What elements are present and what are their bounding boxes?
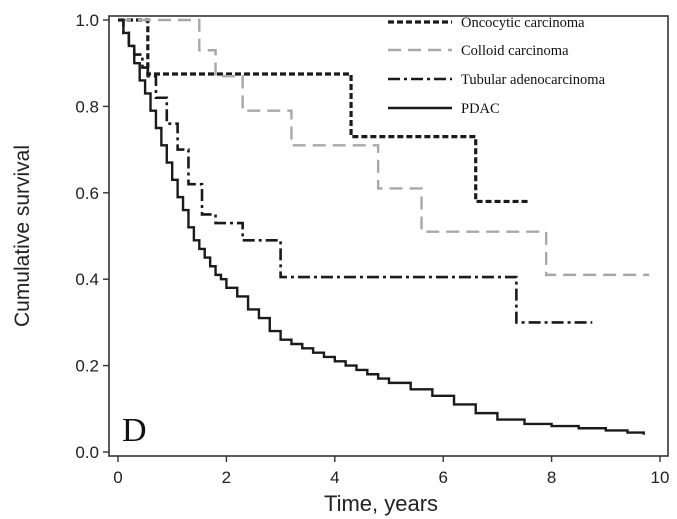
x-tick-label: 4 <box>330 468 339 487</box>
x-axis-label: Time, years <box>324 491 438 516</box>
legend-label-oncocytic-carcinoma: Oncocytic carcinoma <box>461 15 585 31</box>
y-tick-label: 1.0 <box>75 11 99 30</box>
legend-label-tubular-adenocarcinoma: Tubular adenocarcinoma <box>461 72 606 88</box>
legend-label-colloid-carcinoma: Colloid carcinoma <box>461 43 569 59</box>
y-tick-label: 0.8 <box>75 97 99 116</box>
panel-label: D <box>122 412 147 449</box>
y-axis-label: Cumulative survival <box>11 145 34 327</box>
x-tick-label: 2 <box>222 468 231 487</box>
x-tick-label: 8 <box>547 468 556 487</box>
series-line-colloid-carcinoma <box>118 18 650 277</box>
legend-label-pdac: PDAC <box>461 101 500 117</box>
series-line-oncocytic-carcinoma <box>118 18 530 204</box>
x-tick-label: 6 <box>438 468 447 487</box>
series-layer <box>118 18 650 435</box>
y-axis: 0.0 0.2 0.4 0.6 0.8 1.0 <box>75 11 109 462</box>
legend: Oncocytic carcinoma Colloid carcinoma Tubu… <box>388 15 606 117</box>
x-tick-label: 0 <box>113 468 122 487</box>
y-tick-label: 0.2 <box>75 357 99 376</box>
y-tick-label: 0.6 <box>75 184 99 203</box>
y-tick-label: 0.0 <box>75 443 99 462</box>
plot-frame <box>108 15 669 457</box>
series-line-pdac <box>118 18 645 435</box>
x-tick-label: 10 <box>651 468 670 487</box>
y-tick-label: 0.4 <box>75 270 99 289</box>
x-axis: 0 2 4 6 8 10 <box>113 456 669 487</box>
plot-area <box>108 15 669 457</box>
